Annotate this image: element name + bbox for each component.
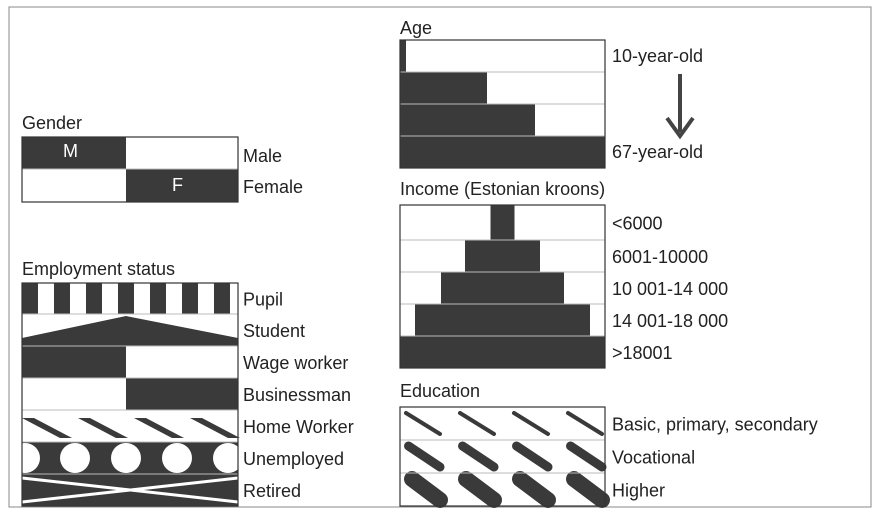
age-title: Age [400, 18, 432, 38]
box [21, 136, 239, 203]
label: Vocational [612, 447, 695, 467]
label: 67-year-old [612, 142, 703, 162]
block [400, 336, 605, 368]
hole [213, 443, 243, 473]
block [126, 378, 238, 410]
box [21, 282, 239, 507]
stroke [566, 441, 607, 472]
student-wedge [22, 316, 238, 346]
label: Home Worker [243, 417, 354, 437]
block [415, 304, 590, 336]
block [400, 136, 605, 168]
box [399, 204, 606, 369]
education-title: Education [400, 381, 480, 401]
gender-title: Gender [22, 113, 82, 133]
patterns [10, 39, 610, 508]
block [22, 137, 126, 169]
block [400, 40, 406, 72]
label: <6000 [612, 213, 663, 233]
label: Basic, primary, secondary [612, 414, 818, 434]
block [118, 283, 134, 314]
stroke [512, 441, 553, 472]
block [400, 72, 487, 104]
block [22, 283, 38, 314]
label: Student [243, 321, 305, 341]
stroke [458, 471, 502, 508]
block [490, 205, 515, 240]
block [441, 272, 564, 304]
label: 10-year-old [612, 46, 703, 66]
label: Retired [243, 481, 301, 501]
block [465, 240, 540, 272]
block [54, 283, 70, 314]
label: 6001-10000 [612, 247, 708, 267]
box [399, 39, 606, 169]
label: Wage worker [243, 353, 348, 373]
hole [162, 443, 192, 473]
slash [134, 418, 184, 438]
mark-letter: M [63, 141, 78, 161]
hole [111, 443, 141, 473]
stroke [404, 471, 448, 508]
stroke [458, 411, 496, 436]
label: >18001 [612, 343, 673, 363]
mark-letter: F [172, 175, 183, 195]
stroke [512, 411, 550, 436]
label: Businessman [243, 385, 351, 405]
stroke [566, 471, 610, 508]
box [399, 406, 606, 507]
block [126, 169, 238, 202]
block [86, 283, 102, 314]
stroke [458, 441, 499, 472]
slash [190, 418, 240, 438]
arrow [665, 74, 695, 140]
label: 10 001-14 000 [612, 279, 728, 299]
label: Higher [612, 480, 665, 500]
block [22, 346, 126, 378]
label: Female [243, 177, 303, 197]
label: Male [243, 146, 282, 166]
income-title: Income (Estonian kroons) [400, 179, 605, 199]
stroke [404, 441, 445, 472]
hole [60, 443, 90, 473]
stroke [512, 471, 556, 508]
label: Unemployed [243, 449, 344, 469]
slash [78, 418, 128, 438]
block [182, 283, 198, 314]
label: 14 001-18 000 [612, 311, 728, 331]
slash [22, 418, 72, 438]
stroke [566, 411, 604, 436]
block [150, 283, 166, 314]
stroke [404, 411, 442, 436]
employment-title: Employment status [22, 259, 175, 279]
block [400, 104, 535, 136]
block [214, 283, 230, 314]
cross [21, 476, 239, 504]
label: Pupil [243, 289, 283, 309]
hole [10, 443, 40, 473]
